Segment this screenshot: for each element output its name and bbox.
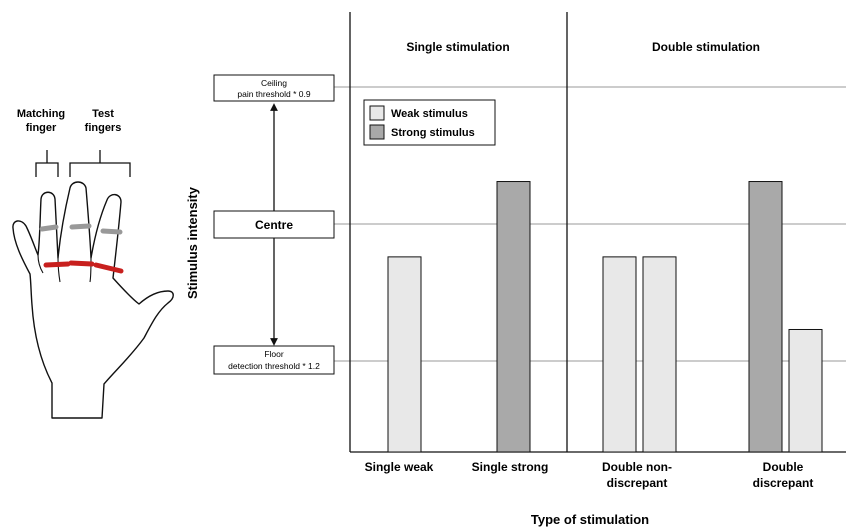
bars bbox=[387, 181, 823, 453]
legend-label-strong: Strong stimulus bbox=[391, 127, 475, 139]
section-title-double: Double stimulation bbox=[652, 40, 760, 54]
section-title-single: Single stimulation bbox=[406, 40, 509, 54]
hand-illustration: Matching finger Test fingers bbox=[12, 108, 174, 419]
matching-finger-label-line2: finger bbox=[26, 122, 57, 134]
bar-double-non-discrepant-weak-1 bbox=[602, 256, 637, 453]
category-label-single-weak: Single weak bbox=[365, 460, 434, 474]
bar-double-non-discrepant-weak-2 bbox=[642, 256, 677, 453]
centre-label: Centre bbox=[255, 218, 293, 232]
ceiling-label: Ceiling bbox=[261, 78, 287, 88]
floor-label: Floor bbox=[264, 349, 284, 359]
finger-contour bbox=[37, 254, 44, 274]
category-label-double-non-discrepant-line2: discrepant bbox=[607, 476, 668, 490]
test-ring-red bbox=[68, 260, 95, 267]
y-axis-label: Stimulus intensity bbox=[185, 186, 200, 299]
bar-single-strong-strong-1 bbox=[496, 181, 531, 453]
ceiling-threshold-label: pain threshold * 0.9 bbox=[237, 89, 311, 99]
legend-frame bbox=[363, 99, 496, 146]
bar-single-weak-weak-1 bbox=[387, 256, 422, 453]
matching-ring-grey bbox=[39, 224, 59, 232]
category-label-double-discrepant-line2: discrepant bbox=[753, 476, 814, 490]
test-fingers-label-line2: fingers bbox=[85, 122, 122, 134]
legend-swatch-weak bbox=[369, 105, 385, 121]
chart-area: Single stimulation Double stimulation We… bbox=[349, 12, 846, 490]
intensity-scale: Ceiling pain threshold * 0.9 Centre Floo… bbox=[213, 74, 846, 375]
matching-finger-bracket bbox=[35, 150, 59, 177]
ceiling-box bbox=[213, 74, 335, 102]
finger-contour bbox=[57, 257, 61, 283]
finger-contour bbox=[89, 257, 92, 283]
centre-box bbox=[213, 210, 335, 239]
bar-double-discrepant-strong-1 bbox=[748, 181, 783, 453]
test-ring-grey bbox=[100, 228, 123, 235]
floor-box bbox=[213, 345, 335, 375]
legend-swatch-strong bbox=[369, 124, 385, 140]
floor-threshold-label: detection threshold * 1.2 bbox=[228, 361, 320, 371]
x-axis-title: Type of stimulation bbox=[531, 512, 649, 527]
legend-label-weak: Weak stimulus bbox=[391, 108, 468, 120]
matching-ring-red bbox=[43, 261, 71, 268]
test-ring-red bbox=[93, 262, 124, 274]
category-label-double-non-discrepant-line1: Double non- bbox=[602, 460, 672, 474]
test-fingers-label-line1: Test bbox=[92, 108, 114, 120]
matching-finger-label-line1: Matching bbox=[17, 108, 65, 120]
category-label-double-discrepant-line1: Double bbox=[763, 460, 804, 474]
test-ring-grey bbox=[69, 223, 92, 230]
bar-double-discrepant-weak-2 bbox=[788, 328, 823, 453]
legend: Weak stimulus Strong stimulus bbox=[363, 99, 496, 146]
category-label-single-strong: Single strong bbox=[472, 460, 549, 474]
hand-outline bbox=[12, 181, 174, 419]
test-fingers-bracket bbox=[69, 150, 131, 177]
